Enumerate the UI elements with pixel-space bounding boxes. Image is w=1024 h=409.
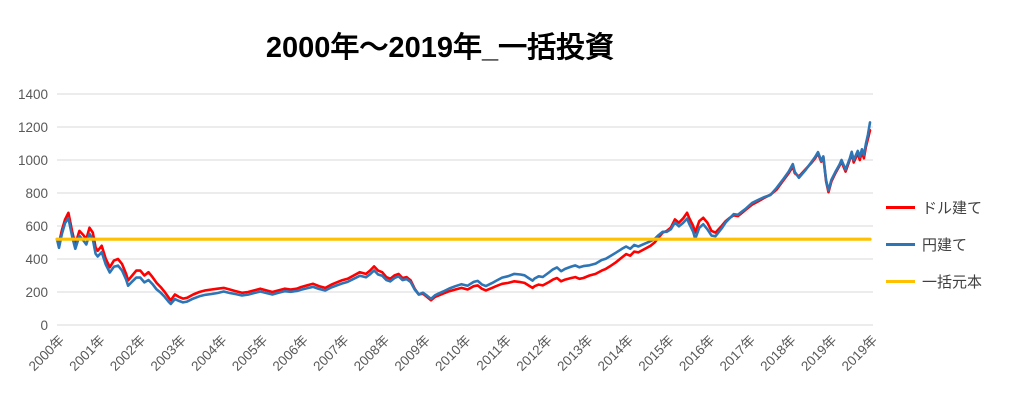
- y-tick-label: 1400: [18, 87, 48, 102]
- series-line-yen: [55, 121, 872, 306]
- legend: ドル建て 円建て 一括元本: [886, 189, 982, 300]
- legend-swatch-principal-icon: [886, 280, 915, 283]
- legend-swatch-yen-icon: [886, 243, 915, 246]
- x-tick-label: 2019年: [839, 333, 880, 374]
- x-tick-label: 2002年: [107, 333, 148, 374]
- x-tick-label: 2006年: [270, 333, 311, 374]
- chart-title: 2000年～2019年_一括投資: [265, 32, 615, 64]
- y-tick-label: 200: [25, 285, 48, 300]
- x-tick-label: 2010年: [432, 333, 473, 374]
- x-axis-tick-labels: 2000年 2001年 2002年 2003年 2004年 2005年 2006年 2007年…: [26, 333, 880, 374]
- x-tick-label: 2009年: [392, 333, 433, 374]
- legend-item-principal: 一括元本: [886, 263, 982, 300]
- x-tick-label: 2015年: [636, 333, 677, 374]
- x-tick-label: 2005年: [229, 333, 270, 374]
- x-tick-label: 2016年: [676, 333, 717, 374]
- x-tick-label: 2000年: [26, 333, 67, 374]
- x-tick-label: 2012年: [514, 333, 555, 374]
- y-tick-label: 0: [40, 318, 48, 333]
- x-tick-label: 2001年: [66, 333, 107, 374]
- x-tick-label: 2008年: [351, 333, 392, 374]
- x-tick-label: 2011年: [474, 333, 515, 374]
- series-line-usd: [55, 129, 872, 302]
- x-tick-label: 2017年: [717, 333, 758, 374]
- x-tick-label: 2003年: [148, 333, 189, 374]
- y-tick-label: 1200: [18, 120, 48, 135]
- legend-item-yen: 円建て: [886, 226, 982, 263]
- legend-label-yen: 円建て: [922, 237, 968, 254]
- y-tick-label: 600: [25, 219, 48, 234]
- y-tick-label: 800: [25, 186, 48, 201]
- x-tick-label: 2019年: [798, 333, 839, 374]
- x-tick-label: 2013年: [554, 333, 595, 374]
- legend-label-usd: ドル建て: [922, 200, 983, 217]
- gridlines: [57, 93, 873, 326]
- x-tick-label: 2004年: [188, 333, 229, 374]
- x-tick-label: 2014年: [595, 333, 636, 374]
- y-tick-label: 1000: [18, 153, 48, 168]
- x-tick-label: 2007年: [310, 333, 351, 374]
- y-tick-label: 400: [25, 252, 48, 267]
- legend-label-principal: 一括元本: [922, 274, 983, 291]
- legend-swatch-usd-icon: [886, 206, 915, 209]
- legend-item-usd: ドル建て: [886, 189, 982, 226]
- y-axis-tick-labels: 0 200 400 600 800 1000 1200 1400: [18, 87, 48, 333]
- x-tick-label: 2018年: [757, 333, 798, 374]
